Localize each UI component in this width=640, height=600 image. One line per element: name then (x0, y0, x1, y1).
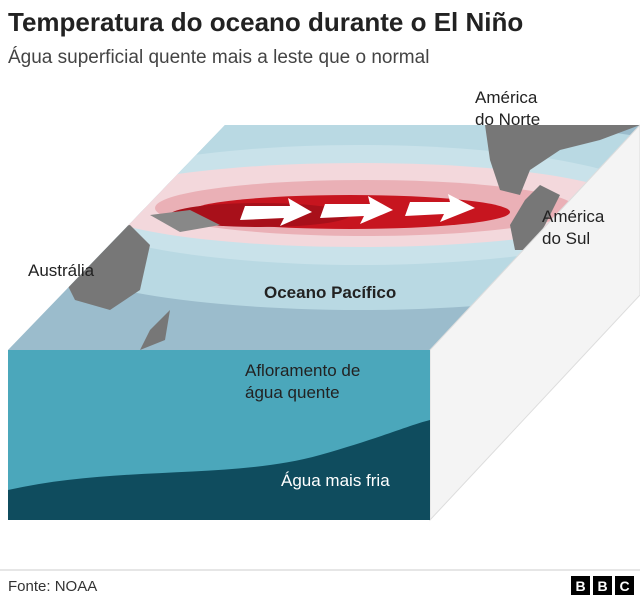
label-north-america: América do Norte (475, 88, 540, 129)
source: Fonte: NOAA (8, 578, 97, 595)
label-upwelling: Afloramento de água quente (245, 361, 360, 402)
label-south-america: América do Sul (542, 207, 605, 248)
label-cold-water: Água mais fria (281, 471, 390, 490)
title: Temperatura do oceano durante o El Niño (8, 7, 523, 37)
subtitle: Água superficial quente mais a leste que… (8, 47, 429, 68)
label-pacific: Oceano Pacífico (264, 283, 396, 302)
label-australia: Austrália (28, 261, 95, 280)
cold-water (8, 420, 430, 520)
logo-letter: B (597, 578, 607, 594)
logo-letter: B (575, 578, 585, 594)
bbc-logo: B B C (571, 576, 634, 595)
logo-letter: C (619, 578, 629, 594)
warm-current-arrows (240, 194, 475, 226)
